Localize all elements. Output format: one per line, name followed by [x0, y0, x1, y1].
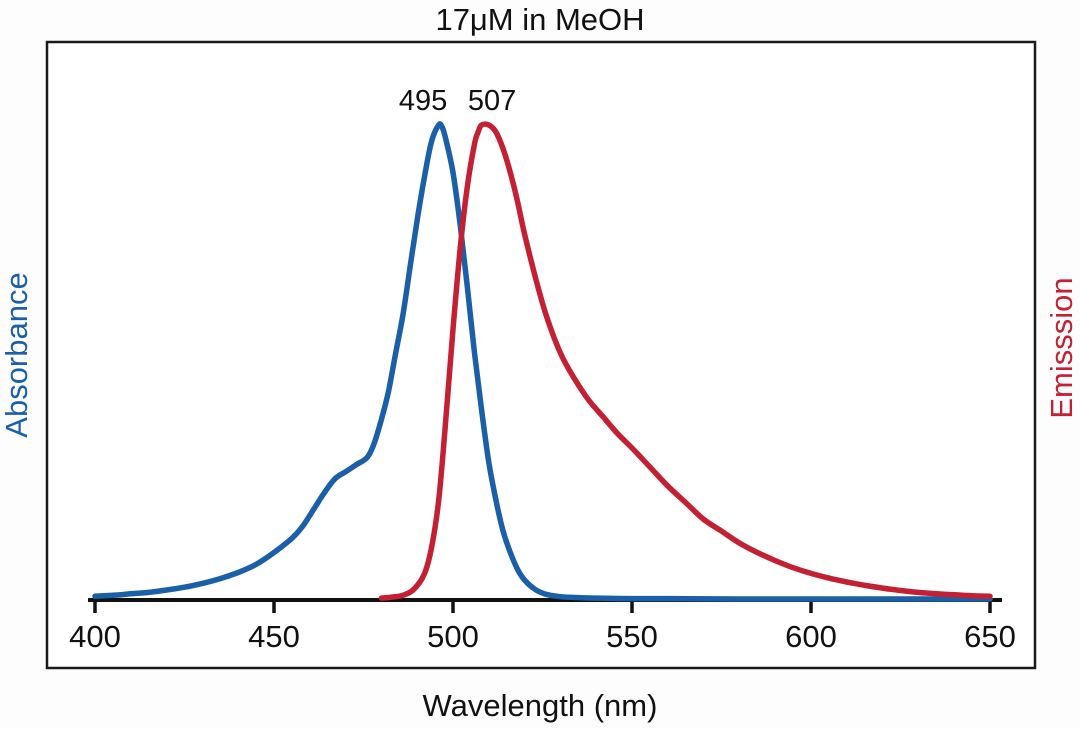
- x-tick-label: 500: [427, 619, 479, 654]
- x-tick-label: 450: [248, 619, 300, 654]
- emisssion-curve: [378, 121, 993, 601]
- peak-label-507: 507: [468, 85, 516, 117]
- absorbance-curve: [92, 121, 993, 602]
- x-axis-label: Wavelength (nm): [422, 688, 658, 723]
- x-tick-label: 650: [964, 619, 1016, 654]
- x-tick-label: 550: [606, 619, 658, 654]
- chart-title: 17μM in MeOH: [435, 2, 645, 37]
- x-tick-label: 400: [69, 619, 121, 654]
- plot-border: [45, 40, 1037, 670]
- x-tick-label: 600: [785, 619, 837, 654]
- peak-label-495: 495: [399, 85, 447, 117]
